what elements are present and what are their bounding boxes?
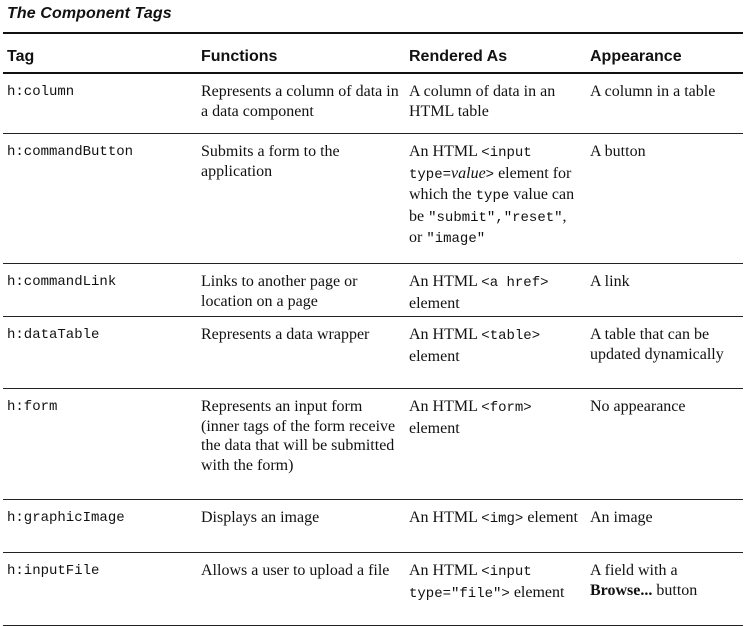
tag-cell: h:commandButton <box>3 133 197 264</box>
rendered-code: type <box>475 188 510 204</box>
header-appearance: Appearance <box>586 32 743 74</box>
rendered-text: An HTML <box>409 143 482 160</box>
rendered-as-cell: An HTML <img> element <box>405 499 586 553</box>
rendered-code: <table> <box>481 328 541 344</box>
rendered-as-cell: An HTML <table> element <box>405 316 586 389</box>
rendered-code: <input type= <box>409 145 532 183</box>
rendered-as-cell: An HTML <a href> element <box>405 263 586 317</box>
rendered-text: element <box>409 347 460 365</box>
appearance-cell: No appearance <box>586 388 743 500</box>
rendered-as-cell: An HTML <input type=value> element for w… <box>405 133 586 264</box>
appearance-cell: A table that can be updated dynamically <box>586 316 743 389</box>
tag-cell: h:column <box>3 73 197 134</box>
rendered-code: <a href> <box>481 275 549 291</box>
table-title: The Component Tags <box>7 5 172 22</box>
appearance-cell: A button <box>586 133 743 264</box>
rendered-text: An HTML <box>409 398 482 415</box>
header-rendered-as: Rendered As <box>405 32 586 74</box>
functions-cell: Represents a column of data in a data co… <box>197 73 405 134</box>
rendered-code: <form> <box>481 400 532 416</box>
header-row: Tag Functions Rendered As Appearance <box>3 32 743 74</box>
rendered-text: An HTML <box>409 562 482 579</box>
appearance-cell: A field with a Browse... button <box>586 552 743 626</box>
table-row: h:commandLink Links to another page or l… <box>3 263 743 317</box>
appearance-text: A field with a <box>590 562 678 579</box>
appearance-text: button <box>652 581 698 599</box>
table-row: h:form Represents an input form (inner t… <box>3 388 743 500</box>
rendered-text: element <box>409 419 460 437</box>
tag-cell: h:commandLink <box>3 263 197 317</box>
rendered-italic: value <box>451 164 486 182</box>
table-row: h:commandButton Submits a form to the ap… <box>3 133 743 264</box>
functions-cell: Links to another page or location on a p… <box>197 263 405 317</box>
component-tags-table: Tag Functions Rendered As Appearance h:c… <box>3 32 743 626</box>
table-row: h:inputFile Allows a user to upload a fi… <box>3 552 743 626</box>
rendered-code: > <box>485 166 495 183</box>
functions-cell: Represents an input form (inner tags of … <box>197 388 405 500</box>
functions-cell: Submits a form to the application <box>197 133 405 264</box>
tag-cell: h:form <box>3 388 197 500</box>
appearance-text: An image <box>590 509 653 526</box>
rendered-text: element for which the <box>409 164 572 204</box>
appearance-bold: Browse... <box>590 581 653 599</box>
appearance-text: A table that can be updated dynamically <box>590 326 724 363</box>
rendered-text: value can be <box>409 186 575 225</box>
rendered-code: <input type="file"> <box>409 564 532 602</box>
rendered-code: "submit","reset" <box>428 209 563 226</box>
rendered-text: element <box>509 583 565 601</box>
rendered-code: <img> <box>481 511 524 527</box>
appearance-cell: A column in a table <box>586 73 743 134</box>
tag-cell: h:inputFile <box>3 552 197 626</box>
functions-cell: Displays an image <box>197 499 405 553</box>
header-functions: Functions <box>197 32 405 74</box>
rendered-text: element <box>409 294 460 312</box>
appearance-text: A column in a table <box>590 83 716 100</box>
appearance-text: A link <box>590 273 630 290</box>
rendered-text: A column of data in an HTML table <box>409 83 556 120</box>
rendered-text: , or <box>409 207 567 247</box>
table-row: h:graphicImage Displays an image An HTML… <box>3 499 743 553</box>
rendered-as-cell: A column of data in an HTML table <box>405 73 586 134</box>
tag-cell: h:dataTable <box>3 316 197 389</box>
table-row: h:column Represents a column of data in … <box>3 73 743 134</box>
functions-cell: Allows a user to upload a file <box>197 552 405 626</box>
rendered-text: An HTML <box>409 273 482 290</box>
appearance-cell: A link <box>586 263 743 317</box>
rendered-text: element <box>523 509 578 526</box>
appearance-text: A button <box>590 143 646 160</box>
rendered-text: An HTML <box>409 326 482 343</box>
appearance-cell: An image <box>586 499 743 553</box>
rendered-as-cell: An HTML <input type="file"> element <box>405 552 586 626</box>
header-tag: Tag <box>3 32 197 74</box>
table-row: h:dataTable Represents a data wrapper An… <box>3 316 743 389</box>
tag-cell: h:graphicImage <box>3 499 197 553</box>
rendered-code: "image" <box>426 231 486 247</box>
rendered-text: An HTML <box>409 509 482 526</box>
appearance-text: No appearance <box>590 398 686 415</box>
functions-cell: Represents a data wrapper <box>197 316 405 389</box>
document-page: The Component Tags Tag Functions Rendere… <box>3 5 743 626</box>
rendered-as-cell: An HTML <form> element <box>405 388 586 500</box>
